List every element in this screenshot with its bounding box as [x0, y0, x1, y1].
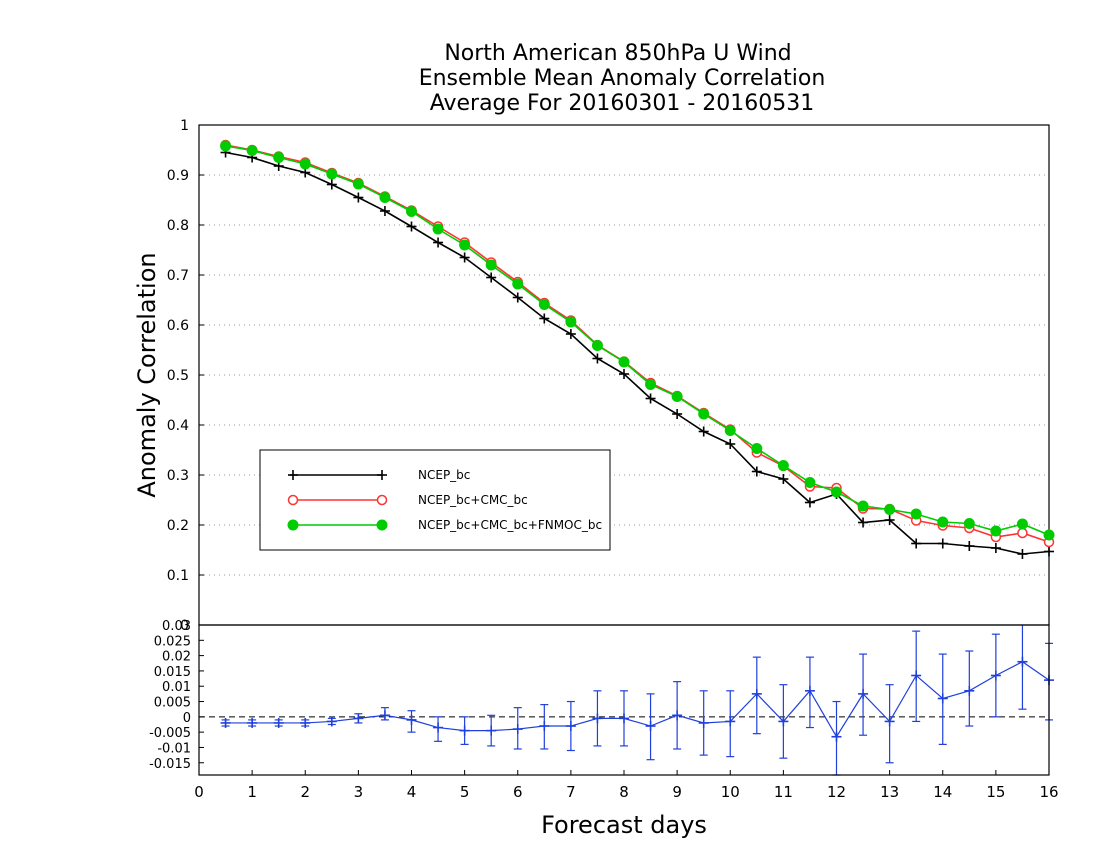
data-point-NCEP_bc+CMC_bc+FNMOC_bc [884, 504, 896, 515]
y-tick-label: 0.005 [154, 696, 191, 711]
data-point-NCEP_bc+CMC_bc+FNMOC_bc [273, 152, 285, 163]
x-tick-label: 10 [721, 783, 740, 801]
y-tick-label: 0.2 [167, 518, 189, 534]
data-point-NCEP_bc+CMC_bc+FNMOC_bc [831, 486, 842, 498]
x-tick-label: 9 [672, 783, 682, 801]
y-tick-label: -0.01 [157, 741, 191, 756]
legend-marker [287, 494, 299, 506]
x-tick-label: 4 [407, 783, 417, 801]
y-tick-label: 0.6 [167, 318, 189, 334]
y-tick-label: 1 [180, 118, 189, 134]
data-point-NCEP_bc+CMC_bc+FNMOC_bc [565, 316, 577, 328]
x-tick-label: 6 [513, 783, 523, 801]
data-point-NCEP_bc+CMC_bc+FNMOC_bc [591, 340, 603, 351]
legend-label: NCEP_bc+CMC_bc [418, 493, 528, 507]
x-tick-label: 14 [933, 783, 952, 801]
y-tick-label: 0 [180, 618, 189, 634]
y-tick-label: 0.015 [154, 665, 191, 680]
data-point-NCEP_bc+CMC_bc+FNMOC_bc [512, 278, 524, 290]
data-point-NCEP_bc+CMC_bc+FNMOC_bc [299, 158, 311, 170]
y-tick-label: -0.005 [149, 726, 191, 741]
x-tick-label: 11 [774, 783, 793, 801]
y-tick-label: 0.9 [167, 168, 189, 184]
data-point-NCEP_bc+CMC_bc+FNMOC_bc [406, 206, 417, 217]
x-tick-label: 2 [300, 783, 310, 801]
x-tick-label: 3 [354, 783, 364, 801]
x-tick-label: 15 [986, 783, 1005, 801]
data-point-NCEP_bc+CMC_bc [1017, 527, 1028, 539]
x-tick-label: 5 [460, 783, 470, 801]
legend-label: NCEP_bc [418, 468, 470, 482]
difference-panel: -0.015-0.01-0.00500.0050.010.0150.020.02… [149, 619, 1058, 801]
data-point-NCEP_bc+CMC_bc+FNMOC_bc [379, 192, 391, 203]
data-point-NCEP_bc+CMC_bc+FNMOC_bc [618, 356, 630, 368]
y-tick-label: 0.8 [167, 218, 189, 234]
data-point-NCEP_bc+CMC_bc+FNMOC_bc [777, 460, 789, 471]
correlation-panel: 0 0.1 0.2 0.3 0.4 0.5 0.6 0.7 0.8 0.9 1 [167, 118, 1055, 634]
x-tick-label: 8 [619, 783, 629, 801]
y-tick-label: 0.3 [167, 468, 189, 484]
x-tick-label: 12 [827, 783, 846, 801]
x-axis-label: Forecast days [541, 811, 707, 839]
legend-marker [287, 519, 299, 531]
data-point-NCEP_bc+CMC_bc+FNMOC_bc [352, 178, 364, 190]
y-tick-label: 0.5 [167, 368, 189, 384]
data-point-NCEP_bc+CMC_bc+FNMOC_bc [459, 239, 471, 251]
y-tick-label: 0.7 [167, 268, 189, 284]
y-tick-label: 0.1 [167, 568, 189, 584]
data-point-NCEP_bc+CMC_bc+FNMOC_bc [937, 516, 949, 528]
x-tick-label: 7 [566, 783, 576, 801]
data-point-NCEP_bc+CMC_bc+FNMOC_bc [751, 443, 763, 454]
y-tick-label: 0.025 [154, 634, 191, 649]
data-point-NCEP_bc+CMC_bc+FNMOC_bc [857, 500, 869, 512]
y-tick-label: 0.01 [162, 680, 191, 695]
data-point-NCEP_bc+CMC_bc+FNMOC_bc [326, 168, 338, 180]
data-point-NCEP_bc+CMC_bc+FNMOC_bc [724, 425, 736, 436]
x-tick-label: 0 [194, 783, 204, 801]
legend-marker [376, 494, 388, 506]
y-tick-label: 0.4 [167, 418, 189, 434]
legend: NCEP_bc NCEP_bc+CMC_bc NCEP_bc+CMC_bc+FNMO… [259, 449, 611, 551]
series-line-NCEP_bc [225, 151, 1050, 555]
data-point-NCEP_bc+CMC_bc+FNMOC_bc [432, 223, 444, 235]
y-tick-label: 0.03 [162, 619, 191, 634]
data-point-NCEP_bc+CMC_bc+FNMOC_bc [1043, 529, 1055, 541]
data-point-NCEP_bc+CMC_bc+FNMOC_bc [671, 391, 683, 402]
legend-marker [376, 519, 388, 531]
data-point-NCEP_bc+CMC_bc+FNMOC_bc [698, 408, 710, 420]
title-line-1: North American 850hPa U Wind [444, 41, 791, 66]
difference-line [225, 661, 1050, 738]
legend-label: NCEP_bc+CMC_bc+FNMOC_bc [418, 518, 602, 532]
title-line-3: Average For 20160301 - 20160531 [430, 91, 815, 116]
y-axis-label: Anomaly Correlation [133, 252, 161, 497]
data-point-NCEP_bc+CMC_bc+FNMOC_bc [804, 477, 816, 488]
y-tick-label: -0.015 [149, 757, 191, 772]
y-tick-label: 0 [183, 711, 191, 726]
x-tick-label: 1 [247, 783, 257, 801]
data-point-NCEP_bc+CMC_bc+FNMOC_bc [220, 140, 232, 152]
data-point-NCEP_bc+CMC_bc+FNMOC_bc [645, 379, 657, 390]
x-tick-label: 16 [1039, 783, 1058, 801]
y-tick-label: 0.02 [162, 650, 191, 665]
chart-title: North American 850hPa U Wind Ensemble Me… [419, 41, 826, 116]
data-point-NCEP_bc+CMC_bc+FNMOC_bc [246, 145, 258, 156]
data-point-NCEP_bc+CMC_bc+FNMOC_bc [1016, 518, 1028, 530]
title-line-2: Ensemble Mean Anomaly Correlation [419, 66, 826, 91]
plot-frame [198, 624, 1050, 776]
x-tick-label: 13 [880, 783, 899, 801]
data-point-NCEP_bc+CMC_bc+FNMOC_bc [485, 259, 497, 271]
data-point-NCEP_bc+CMC_bc+FNMOC_bc [963, 518, 975, 529]
data-point-NCEP_bc+CMC_bc+FNMOC_bc [910, 508, 922, 520]
data-point-NCEP_bc+CMC_bc+FNMOC_bc [538, 299, 550, 310]
data-point-NCEP_bc+CMC_bc+FNMOC_bc [990, 525, 1002, 537]
